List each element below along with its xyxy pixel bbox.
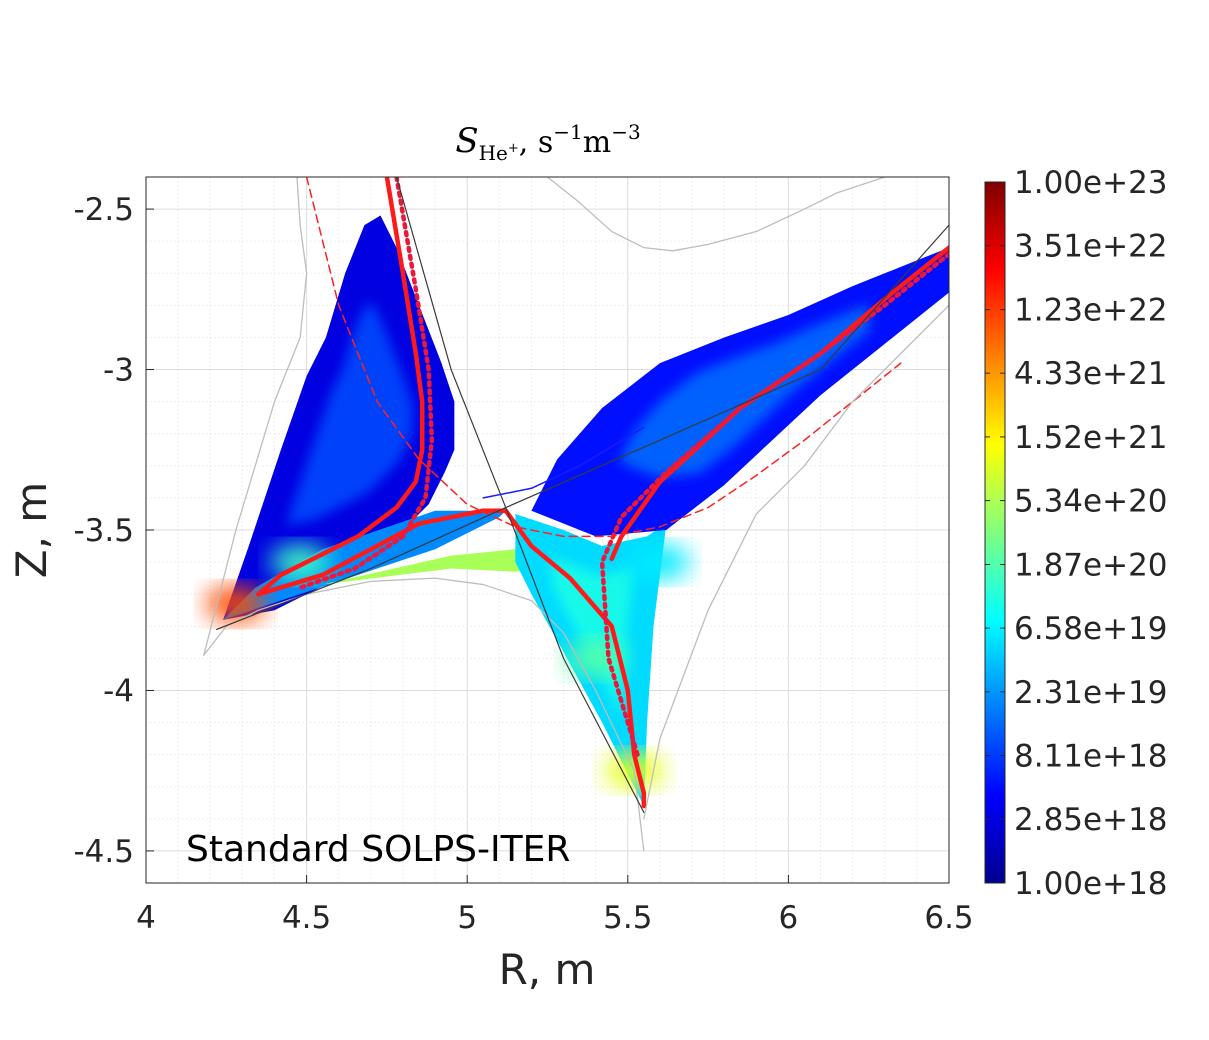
x-tick-label: 5.5 [603, 900, 652, 936]
chart-title: SHe+, s−1m−3 [455, 120, 640, 165]
x-tick-label: 6 [779, 900, 799, 936]
hotspot-outer-leg-mid [629, 544, 690, 581]
colorbar-tick-label: 2.31e+19 [1014, 675, 1168, 711]
region-inner-leg-lower [223, 510, 506, 620]
y-tick-label: -4.5 [74, 834, 135, 870]
y-tick-label: -3 [103, 353, 134, 389]
colorbar-gradient [984, 181, 1006, 884]
colorbar-tick-label: 6.58e+19 [1014, 611, 1168, 647]
colorbar-tick-label: 5.34e+20 [1014, 484, 1168, 520]
colorbar: 1.00e+23 3.51e+22 1.23e+22 4.33e+21 1.52e+21… [984, 165, 1168, 902]
series-line-dashed-red [305, 177, 902, 538]
title-units-exp1: −1 [553, 120, 582, 144]
series-line-thin-blue [482, 426, 645, 499]
y-axis: -2.5 -3 -3.5 -4 -4.5 [74, 192, 154, 870]
y-tick-label: -2.5 [74, 192, 135, 228]
colorbar-tick-label: 4.33e+21 [1014, 356, 1168, 392]
colorbar-tick-label: 1.00e+23 [1014, 165, 1168, 201]
svg-text:SHe+, s−1m−3: SHe+, s−1m−3 [455, 120, 640, 165]
title-subscript: He [479, 141, 508, 165]
x-axis-label: R, m [499, 945, 596, 994]
series-line-thin-gray [203, 177, 308, 656]
colorbar-tick-label: 1.87e+20 [1014, 547, 1168, 583]
series-line-thin-gray [546, 177, 886, 252]
colorbar-tick-label: 3.51e+22 [1014, 229, 1168, 265]
annotation-text: Standard SOLPS-ITER [186, 829, 570, 870]
region-private-flux [322, 549, 548, 585]
colorbar-tick-label: 8.11e+18 [1014, 739, 1168, 775]
colorbar-tick-label: 1.00e+18 [1014, 866, 1168, 902]
y-tick-label: -3.5 [74, 513, 135, 549]
colorbar-tick-label: 2.85e+18 [1014, 802, 1168, 838]
y-tick-label: -4 [103, 673, 134, 709]
title-units-exp2: −3 [611, 120, 640, 144]
region-band [618, 303, 870, 478]
title-subscript-sup: + [508, 141, 519, 156]
title-units-prefix: , s [519, 125, 553, 160]
x-tick-label: 5 [457, 900, 477, 936]
overlay-lines [203, 177, 949, 852]
x-tick-label: 4 [136, 900, 156, 936]
series-line-thin-gray [203, 577, 645, 852]
colorbar-tick-label: 1.23e+22 [1014, 293, 1168, 329]
series-line-dotted-red [297, 177, 435, 591]
x-tick-label: 4.5 [282, 900, 331, 936]
colorbar-tick-label: 1.52e+21 [1014, 420, 1168, 456]
series-line-thin-black [216, 224, 949, 631]
series-line-solid-red [256, 177, 647, 809]
hotspot-inner-target [205, 585, 266, 622]
region-band [285, 302, 413, 526]
title-symbol: S [455, 121, 478, 161]
series-line-thin-gray [643, 304, 949, 820]
x-axis: 4 4.5 5 5.5 6 6.5 [136, 875, 974, 936]
title-units-mid: m [583, 125, 611, 160]
x-tick-label: 6.5 [924, 900, 973, 936]
y-axis-label: Z, m [7, 482, 56, 578]
colorbar-ticks: 1.00e+23 3.51e+22 1.23e+22 4.33e+21 1.52e+21… [985, 165, 1168, 902]
